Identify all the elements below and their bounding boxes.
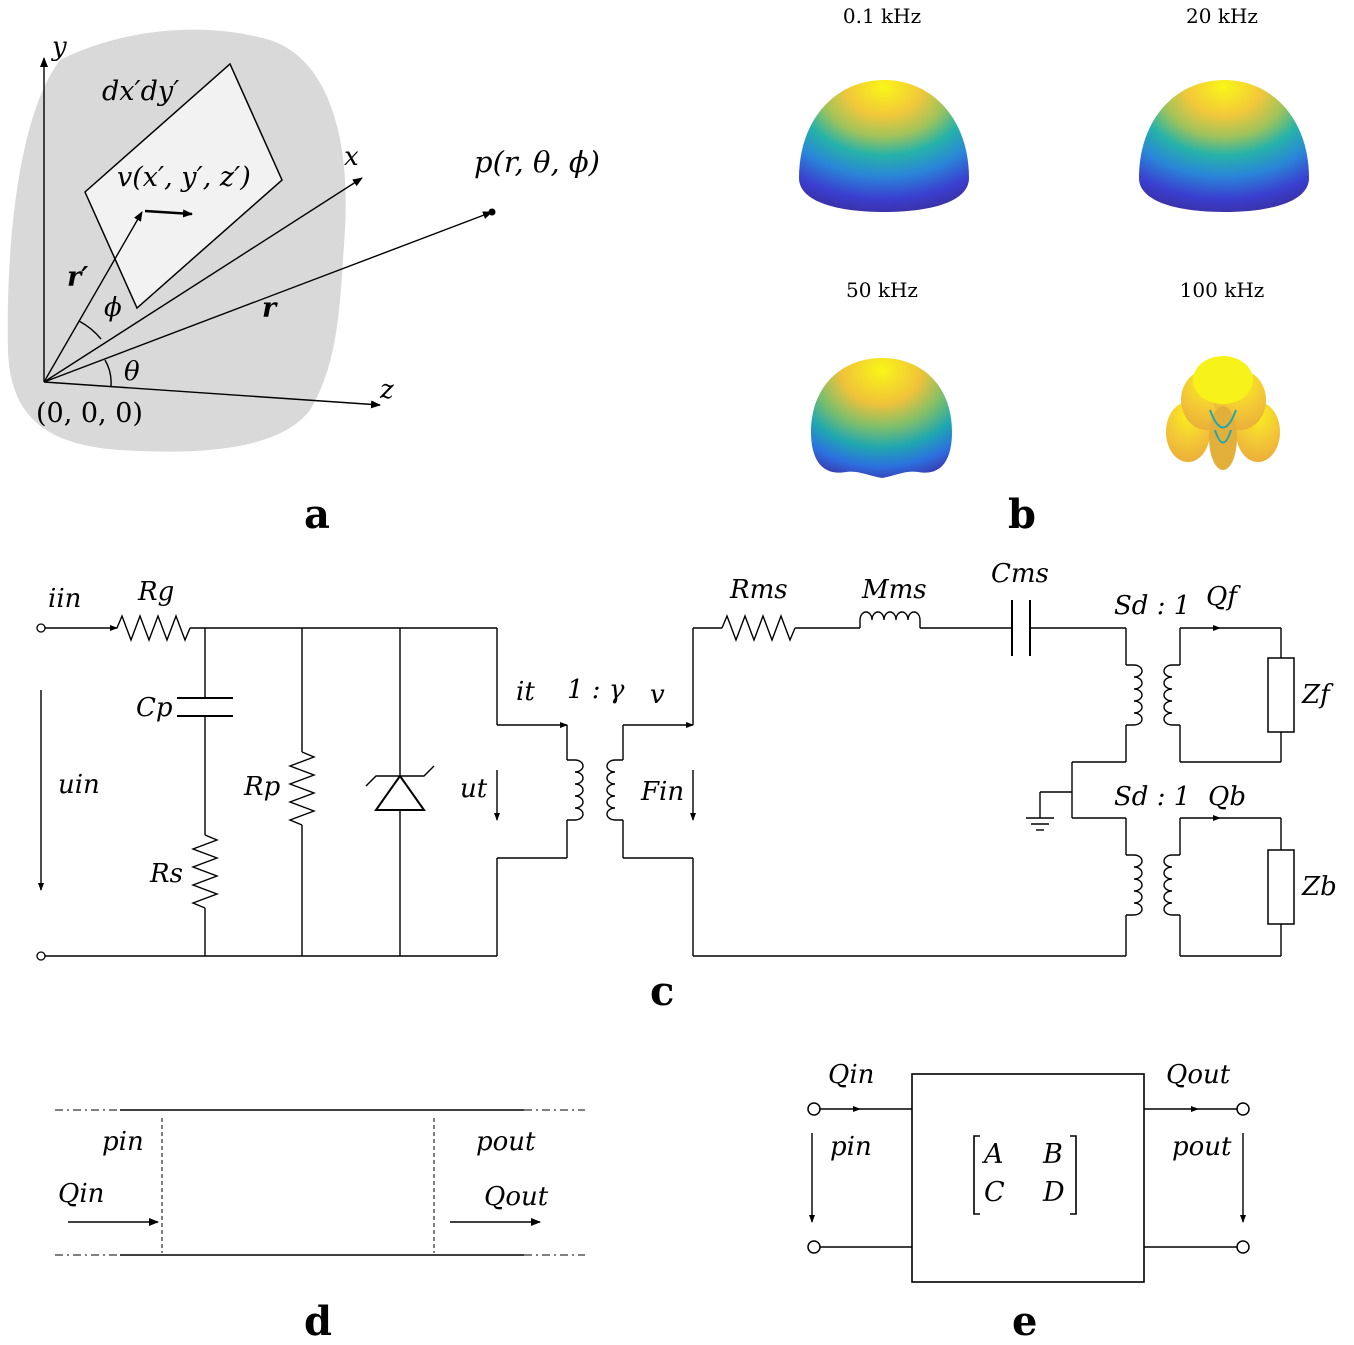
- e-terminal-in-top: [807, 1102, 821, 1116]
- qf-label: Qf: [1206, 582, 1241, 612]
- panel-c: iin Rg Cp uin Rp Rs ut it 1 : γ v Fin Rm…: [36, 559, 1337, 1015]
- zf-label: Zf: [1301, 680, 1334, 710]
- velocity-vector: [144, 209, 193, 218]
- field-point-label: p(r, θ, ϕ): [474, 145, 600, 179]
- transformer-secondary-coil: [606, 759, 623, 821]
- qb-label: Qb: [1208, 782, 1246, 812]
- element-rectangle: [84, 62, 283, 310]
- e-qin-label: Qin: [828, 1060, 874, 1090]
- element-area-label: dx′dy′: [102, 76, 179, 107]
- rg-label: Rg: [137, 577, 174, 607]
- z-axis: [43, 381, 381, 409]
- inductor-mms: [859, 611, 921, 628]
- v-label: v: [650, 680, 665, 710]
- e-terminal-out-top: [1236, 1102, 1250, 1116]
- r-prime-label: r′: [67, 262, 88, 293]
- sd-back-label: Sd : 1: [1114, 782, 1190, 812]
- impedance-zf: [1267, 657, 1295, 733]
- qin-label: Qin: [58, 1179, 104, 1209]
- fin-label: Fin: [640, 777, 684, 807]
- resistor-rg: [116, 614, 191, 642]
- two-port-box: [911, 1073, 1145, 1283]
- e-terminal-in-bottom: [807, 1240, 821, 1254]
- back-transformer-secondary: [1163, 854, 1180, 916]
- origin-label: (0, 0, 0): [36, 398, 143, 429]
- sd-front-label: Sd : 1: [1114, 591, 1190, 621]
- r-vector: [43, 211, 493, 383]
- field-point-dot: [488, 208, 496, 216]
- panel-a-label: a: [304, 491, 330, 538]
- x-axis-label: x: [344, 142, 359, 172]
- uin-label: uin: [58, 770, 100, 800]
- freq-label-2: 20 kHz: [1186, 4, 1258, 28]
- theta-arc: [104, 359, 112, 387]
- impedance-zb: [1267, 849, 1295, 925]
- e-pout-label: pout: [1172, 1132, 1232, 1162]
- y-axis-label: y: [51, 32, 67, 62]
- qout-label: Qout: [484, 1182, 549, 1212]
- cp-label: Cp: [136, 693, 173, 723]
- resistor-rms: [721, 614, 796, 642]
- rs-label: Rs: [149, 859, 183, 889]
- panel-d: pin pout Qin Qout d: [55, 1109, 585, 1345]
- panel-e: Qin pin Qout pout A B C D e: [807, 1060, 1250, 1345]
- front-transformer-secondary: [1163, 664, 1180, 726]
- r-prime-vector: [43, 211, 143, 383]
- panel-d-label: d: [304, 1298, 332, 1345]
- input-terminal-top: [36, 623, 46, 633]
- matrix-bracket-left: [973, 1135, 980, 1215]
- it-label: it: [516, 677, 535, 707]
- cms-label: Cms: [991, 559, 1049, 589]
- panel-b-label: b: [1008, 491, 1036, 538]
- matrix-bracket-right: [1070, 1135, 1077, 1215]
- matrix-b: B: [1042, 1139, 1063, 1170]
- freq-label-1: 0.1 kHz: [843, 4, 921, 28]
- ground-symbol: [1026, 817, 1054, 831]
- phi-label: ϕ: [104, 293, 122, 323]
- r-label: r: [262, 293, 278, 324]
- resistor-rs: [191, 834, 219, 909]
- directivity-dome-0-1khz: [799, 80, 969, 212]
- theta-label: θ: [124, 357, 140, 387]
- x-axis: [43, 177, 363, 383]
- phi-arc: [78, 320, 102, 340]
- pout-label: pout: [476, 1127, 536, 1157]
- directivity-dome-20khz: [1139, 80, 1309, 212]
- matrix-a: A: [981, 1139, 1004, 1170]
- e-terminal-out-bottom: [1236, 1240, 1250, 1254]
- back-transformer-primary: [1126, 854, 1143, 916]
- freq-label-4: 100 kHz: [1180, 278, 1265, 302]
- z-axis-label: z: [379, 375, 394, 405]
- panel-b: 0.1 kHz 20 kHz 50 kHz 100 kHz b: [799, 4, 1309, 538]
- panel-c-label: c: [650, 968, 674, 1015]
- front-transformer-primary: [1126, 664, 1143, 726]
- freq-label-3: 50 kHz: [846, 278, 918, 302]
- directivity-lobes-100khz: [1166, 356, 1280, 470]
- directivity-dome-50khz: [811, 358, 952, 478]
- mms-label: Mms: [861, 575, 927, 605]
- velocity-label: v(x′, y′, z′): [117, 162, 251, 193]
- rms-label: Rms: [729, 575, 788, 605]
- zb-label: Zb: [1301, 872, 1337, 902]
- ratio-label: 1 : γ: [567, 675, 625, 705]
- transformer-primary-coil: [567, 759, 584, 821]
- resistor-rp: [288, 751, 316, 826]
- input-terminal-bottom: [36, 951, 46, 961]
- ut-label: ut: [460, 774, 488, 804]
- zener-diode: [374, 774, 426, 811]
- pin-label: pin: [102, 1127, 144, 1157]
- panel-e-label: e: [1012, 1298, 1037, 1345]
- panel-a: y x z dx′dy′ v(x′, y′, z′) p(r, θ, ϕ) r′…: [7, 29, 600, 538]
- matrix-d: D: [1042, 1177, 1065, 1208]
- rp-label: Rp: [243, 772, 281, 802]
- e-pin-label: pin: [830, 1132, 872, 1162]
- matrix-c: C: [984, 1177, 1005, 1208]
- e-qout-label: Qout: [1166, 1060, 1231, 1090]
- iin-label: iin: [48, 584, 81, 614]
